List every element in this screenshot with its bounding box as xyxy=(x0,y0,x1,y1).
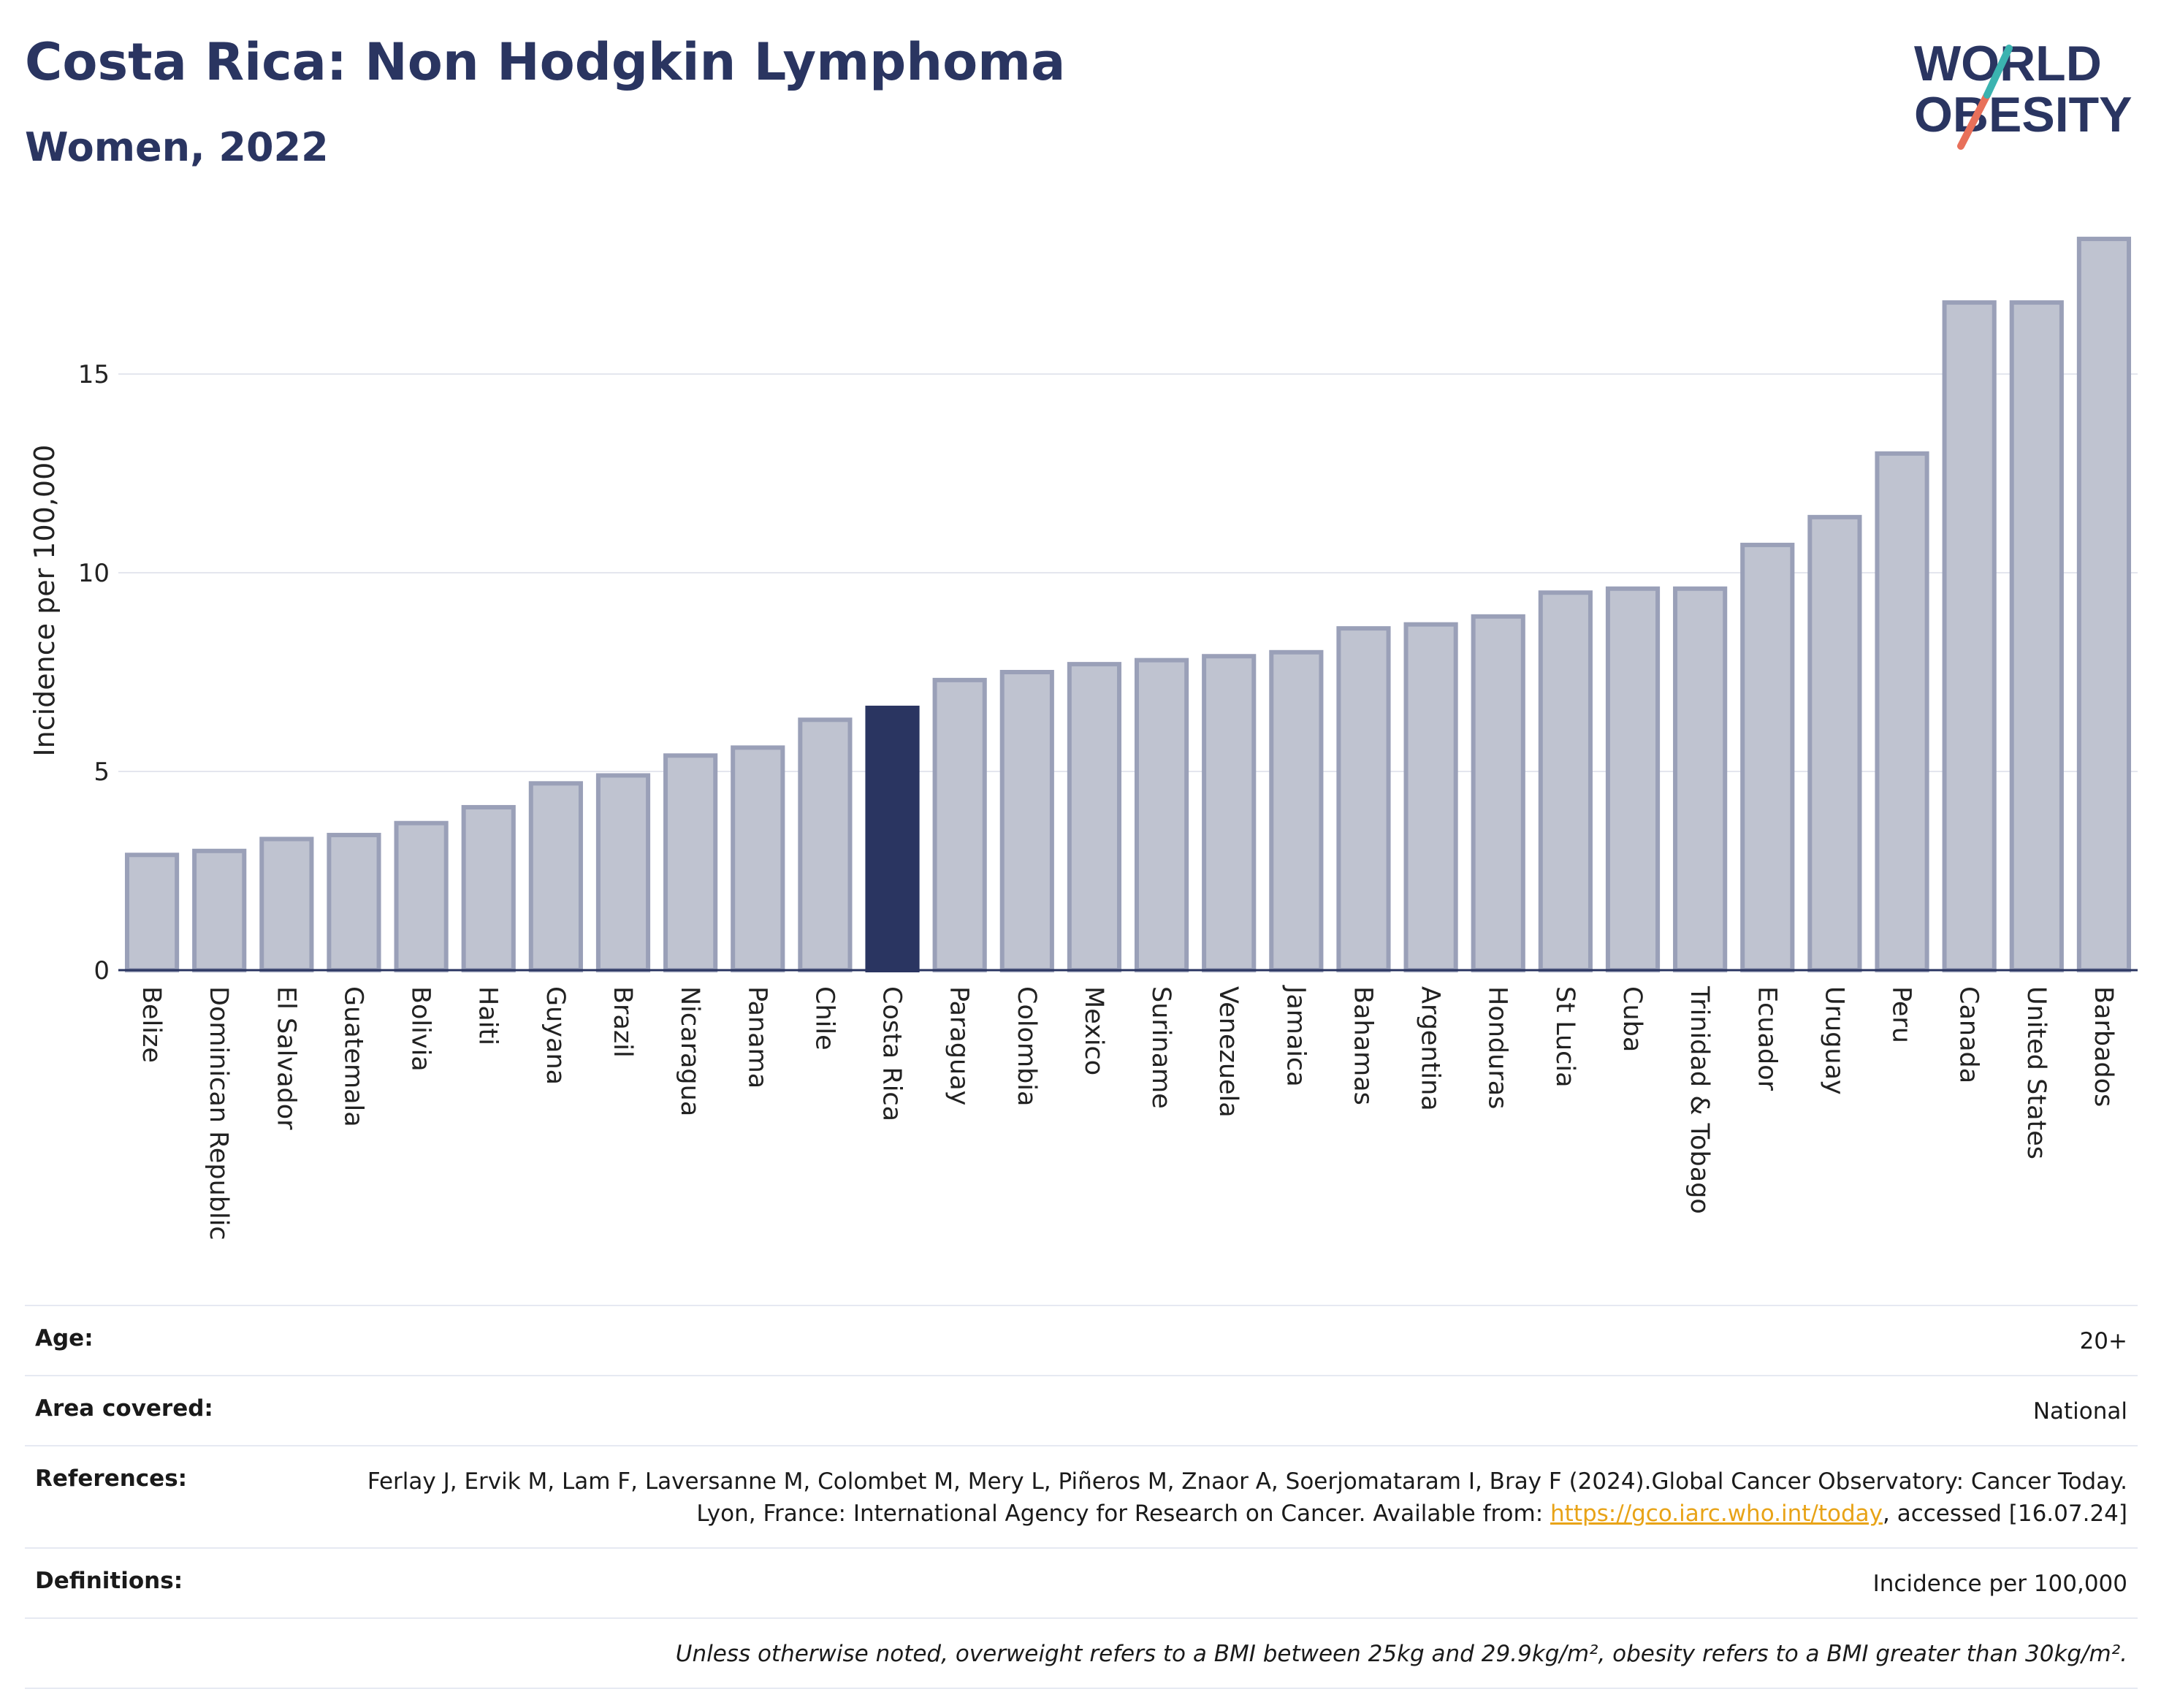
bar-canada xyxy=(1942,300,1997,972)
chart-subtitle: Women, 2022 xyxy=(25,124,329,170)
chart-title: Costa Rica: Non Hodgkin Lymphoma xyxy=(25,32,1066,92)
x-tick-label: Costa Rica xyxy=(877,986,907,1121)
x-tick-label: Uruguay xyxy=(1819,986,1848,1095)
info-row-references: References: Ferlay J, Ervik M, Lam F, La… xyxy=(25,1445,2138,1547)
x-tick-label: Barbados xyxy=(2089,986,2118,1107)
bar-peru xyxy=(1875,451,1929,972)
x-tick-label: Mexico xyxy=(1079,986,1108,1075)
references-link[interactable]: https://gco.iarc.who.int/today xyxy=(1550,1501,1883,1527)
x-tick-label: Colombia xyxy=(1012,986,1041,1106)
bmi-note: Unless otherwise noted, overweight refer… xyxy=(675,1641,2127,1667)
x-tick-label: Suriname xyxy=(1146,986,1175,1109)
x-tick-label: Belize xyxy=(137,986,166,1063)
references-label: References: xyxy=(35,1465,188,1492)
bar-trinidad-tobago xyxy=(1673,586,1728,972)
bar-ecuador xyxy=(1740,542,1795,972)
x-tick-label: Bahamas xyxy=(1348,986,1377,1105)
area-label: Area covered: xyxy=(35,1395,213,1422)
x-tick-label: Chile xyxy=(809,986,839,1051)
bar-el-salvador xyxy=(259,836,314,972)
y-tick-label: 0 xyxy=(94,956,110,985)
x-tick-label: Cuba xyxy=(1617,986,1647,1052)
x-tick-label: Peru xyxy=(1887,986,1916,1043)
bar-paraguay xyxy=(932,677,987,972)
bar-nicaragua xyxy=(663,753,718,972)
x-tick-label: Bolivia xyxy=(406,986,435,1072)
info-row-area: Area covered: National xyxy=(25,1375,2138,1445)
bar-cuba xyxy=(1605,586,1661,972)
logo-slash-red xyxy=(1957,91,1991,150)
bar-bahamas xyxy=(1336,626,1391,972)
bar-argentina xyxy=(1403,622,1458,972)
x-tick-label: St Lucia xyxy=(1550,986,1579,1088)
bar-haiti xyxy=(461,804,516,972)
bar-uruguay xyxy=(1807,514,1862,972)
bar-venezuela xyxy=(1202,654,1257,972)
x-tick-label: El Salvador xyxy=(271,986,300,1130)
bar-bolivia xyxy=(394,820,449,972)
bar-jamaica xyxy=(1269,649,1324,972)
world-obesity-logo: WORLD OBESITY xyxy=(1914,36,2133,150)
bar-costa-rica xyxy=(865,705,920,973)
bar-chile xyxy=(798,717,853,973)
bar-dominican-republic xyxy=(192,848,247,973)
bar-honduras xyxy=(1471,614,1525,973)
x-tick-label: Dominican Republic xyxy=(204,986,233,1240)
x-tick-label: Ecuador xyxy=(1752,986,1781,1091)
info-row-age: Age: 20+ xyxy=(25,1305,2138,1375)
x-tick-label: Nicaragua xyxy=(675,986,704,1116)
x-tick-label: Haiti xyxy=(473,986,503,1045)
area-value: National xyxy=(2032,1398,2127,1425)
bar-panama xyxy=(731,745,785,972)
bar-chart: 0 5 10 15 Incidence per 100,000 Belize Dominic… xyxy=(28,237,2138,1240)
bar-brazil xyxy=(595,773,651,972)
age-label: Age: xyxy=(35,1325,94,1351)
x-tick-label: Trinidad & Tobago xyxy=(1685,985,1714,1214)
x-tick-label: Honduras xyxy=(1483,986,1512,1109)
info-row-note: Unless otherwise noted, overweight refer… xyxy=(25,1617,2138,1689)
x-tick-label: Guatemala xyxy=(338,986,367,1127)
y-tick-label: 15 xyxy=(78,360,110,389)
bar-mexico xyxy=(1067,662,1122,972)
y-axis-label: Incidence per 100,000 xyxy=(28,445,61,757)
x-tick-label: Venezuela xyxy=(1213,986,1243,1118)
references-value: Ferlay J, Ervik M, Lam F, Laversanne M, … xyxy=(301,1465,2127,1530)
age-value: 20+ xyxy=(2079,1328,2127,1354)
info-row-definitions: Definitions: Incidence per 100,000 xyxy=(25,1547,2138,1617)
definitions-label: Definitions: xyxy=(35,1568,183,1594)
references-text-2: , accessed [16.07.24] xyxy=(1882,1501,2127,1527)
x-tick-label: Brazil xyxy=(608,986,637,1058)
bar-colombia xyxy=(999,670,1054,972)
info-table: Age: 20+ Area covered: National Referenc… xyxy=(25,1305,2138,1689)
y-tick-label: 5 xyxy=(94,758,110,787)
x-tick-label: Jamaica xyxy=(1281,985,1310,1087)
x-tick-label: Guyana xyxy=(541,986,570,1085)
bar-belize xyxy=(124,853,180,972)
logo-line2: OBESITY xyxy=(1914,87,2133,142)
logo-slash-teal xyxy=(1983,45,2013,99)
bar-united-states xyxy=(2009,300,2064,972)
x-tick-label: United States xyxy=(2021,986,2051,1159)
bar-suriname xyxy=(1134,657,1189,972)
y-tick-label: 10 xyxy=(78,559,110,588)
bar-st-lucia xyxy=(1538,590,1593,972)
bar-guatemala xyxy=(327,833,381,973)
references-text-1: Ferlay J, Ervik M, Lam F, Laversanne M, … xyxy=(367,1468,2127,1527)
bar-guyana xyxy=(528,781,583,972)
x-tick-label: Paraguay xyxy=(945,986,974,1105)
definitions-value: Incidence per 100,000 xyxy=(1872,1571,2127,1597)
x-tick-label: Canada xyxy=(1954,986,1983,1083)
x-tick-label: Panama xyxy=(742,986,771,1089)
x-tick-label: Argentina xyxy=(1416,986,1445,1111)
bar-barbados xyxy=(2076,237,2132,973)
